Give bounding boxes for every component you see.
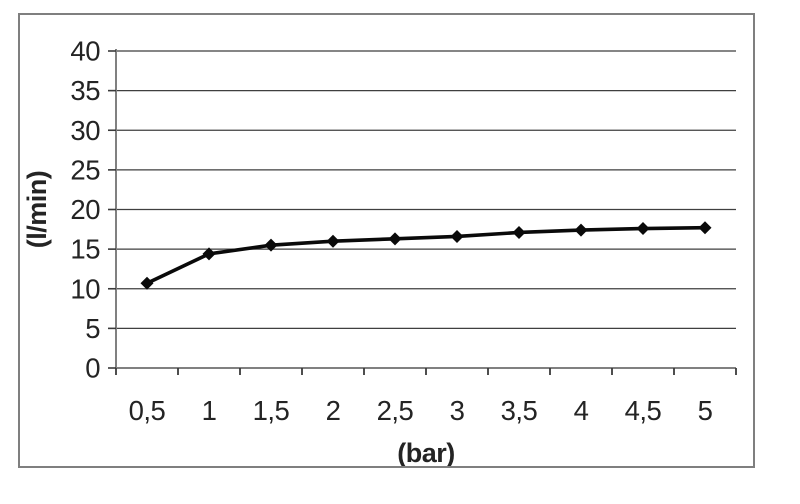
- data-point-marker: [264, 238, 278, 252]
- y-axis-ticks: 0 5 10 15 20 25 30 35 40: [70, 36, 116, 384]
- y-tick-label: 20: [70, 194, 100, 225]
- x-axis-ticks: 0,5 1 1,5 2 2,5 3 3,5 4 4,5 5: [115, 368, 737, 426]
- y-tick-label: 40: [70, 36, 100, 67]
- y-tick-label: 10: [70, 273, 100, 304]
- data-point-marker: [636, 222, 650, 236]
- series-line-flow-rate: [146, 225, 706, 285]
- data-point-marker: [202, 247, 216, 261]
- x-tick-label: 5: [698, 395, 713, 426]
- data-point-marker: [388, 232, 402, 246]
- data-point-marker: [326, 234, 340, 248]
- x-tick-label: 4,5: [625, 395, 662, 426]
- x-tick-label: 2: [326, 395, 341, 426]
- horizontal-gridlines: [116, 50, 736, 330]
- flow-vs-pressure-line-chart: 0 5 10 15 20 25 30 35 40 0,5 1 1,5 2 2,5 3 3,5 4 4,5 5 (l/m…: [22, 36, 737, 466]
- x-tick-label: 3: [450, 395, 465, 426]
- data-point-marker: [140, 276, 154, 290]
- data-point-marker: [512, 225, 526, 239]
- y-tick-label: 15: [70, 234, 100, 265]
- y-tick-label: 0: [85, 353, 100, 384]
- y-tick-label: 30: [70, 115, 100, 146]
- y-tick-label: 5: [85, 313, 100, 344]
- x-tick-label: 3,5: [501, 395, 538, 426]
- x-tick-label: 1,5: [253, 395, 290, 426]
- y-tick-label: 25: [70, 154, 100, 185]
- y-axis-title: (l/min): [22, 171, 52, 249]
- x-tick-label: 0,5: [129, 395, 166, 426]
- y-tick-label: 35: [70, 75, 100, 106]
- x-axis-title: (bar): [397, 438, 455, 466]
- series-markers: [140, 221, 712, 290]
- data-point-marker: [574, 223, 588, 237]
- data-point-marker: [450, 229, 464, 243]
- x-tick-label: 2,5: [377, 395, 414, 426]
- data-point-marker: [698, 221, 712, 235]
- x-tick-label: 4: [574, 395, 589, 426]
- x-tick-label: 1: [202, 395, 217, 426]
- flow-rate-chart-frame: 0 5 10 15 20 25 30 35 40 0,5 1 1,5 2 2,5 3 3,5 4 4,5 5 (l/m…: [18, 13, 755, 468]
